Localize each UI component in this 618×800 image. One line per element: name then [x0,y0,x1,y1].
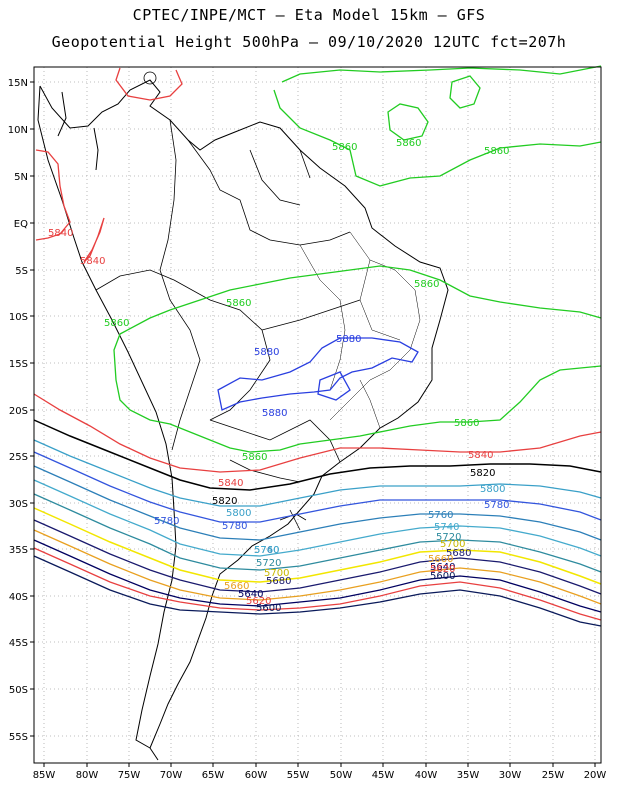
label-5860: 5860 [396,138,421,149]
graticule [34,67,601,763]
label-5660: 5660 [428,554,453,565]
contour-5860 [113,65,602,453]
label-5860: 5860 [242,452,267,463]
lon-tick: 40W [415,770,438,781]
label-5740: 5740 [434,522,459,533]
contour-5660 [33,529,602,605]
contour-5600 [33,555,602,627]
label-5800: 5800 [226,508,251,519]
label-5620: 5620 [430,564,455,575]
label-5660: 5660 [224,581,249,592]
lat-tick: 50S [9,685,28,696]
lon-tick: 65W [202,770,225,781]
contour-5740 [33,479,602,557]
contour-labels: 5880 5880 5880 5860 5860 5860 5860 5860 … [48,138,509,614]
label-5880: 5880 [254,347,279,358]
lon-tick: 70W [160,770,183,781]
map-title-line2: Geopotential Height 500hPa – 09/10/2020 … [51,33,567,51]
state-borders [299,231,421,429]
contour-5680 [33,519,602,595]
contour-5820 [33,419,602,491]
lon-tick: 45W [372,770,395,781]
label-5860: 5860 [414,279,439,290]
label-5680: 5680 [266,576,291,587]
label-5720: 5720 [256,558,281,569]
contour-5780 [33,451,602,523]
label-5640: 5640 [430,562,455,573]
lon-tick: 60W [245,770,268,781]
lat-tick: 40S [9,592,28,603]
lat-tick: 15S [9,359,28,370]
label-5860: 5860 [226,298,251,309]
lon-tick: 30W [499,770,522,781]
label-5880: 5880 [262,408,287,419]
map-frame [33,66,602,764]
lat-tick: 35S [9,545,28,556]
contour-5620 [33,547,602,621]
label-5840: 5840 [48,228,73,239]
lat-tick: 55S [9,732,28,743]
lon-tick: 25W [542,770,565,781]
label-5800: 5800 [480,484,505,495]
label-5820: 5820 [470,468,495,479]
islands [143,71,307,521]
label-5700: 5700 [440,539,465,550]
label-5860: 5860 [484,146,509,157]
label-5780: 5780 [222,521,247,532]
lat-tick: 10S [9,312,28,323]
label-5600: 5600 [256,603,281,614]
label-5760: 5760 [254,545,279,556]
lat-tick: 5N [14,172,28,183]
lat-tick: 15N [8,78,28,89]
contour-5800 [33,439,602,507]
map-title-line1: CPTEC/INPE/MCT – Eta Model 15km – GFS [132,6,486,24]
label-5840: 5840 [218,478,243,489]
lon-tick: 80W [76,770,99,781]
lon-tick: 75W [118,770,141,781]
label-5860: 5860 [454,418,479,429]
lon-tick: 20W [584,770,607,781]
contour-5840 [33,67,602,473]
label-5680: 5680 [446,548,471,559]
lon-axis: 85W 80W 75W 70W 65W 60W 55W 50W 45W 40W … [33,763,607,781]
label-5740: 5740 [254,545,279,556]
lon-tick: 35W [457,770,480,781]
label-5820: 5820 [212,496,237,507]
lon-tick: 55W [287,770,310,781]
label-5780: 5780 [154,516,179,527]
label-5860: 5860 [104,318,129,329]
lat-tick: 30S [9,499,28,510]
coastlines [37,79,449,761]
contour-5880 [217,337,419,411]
label-5880: 5880 [336,334,361,345]
label-5640: 5640 [238,589,263,600]
label-5600: 5600 [430,571,455,582]
label-5700: 5700 [264,568,289,579]
contour-5760 [33,465,602,541]
label-5840: 5840 [80,256,105,267]
lat-tick: 20S [9,406,28,417]
contour-5720 [33,493,602,573]
contour-5700 [33,507,602,585]
label-5720: 5720 [436,532,461,543]
label-5860: 5860 [332,142,357,153]
lat-axis: 15N 10N 5N EQ 5S 10S 15S 20S 25S 30S 35S… [8,78,34,743]
lat-tick: EQ [14,219,28,230]
lon-tick: 85W [33,770,56,781]
lat-tick: 45S [9,638,28,649]
contour-5640 [33,539,602,613]
label-5840: 5840 [468,450,493,461]
label-5760: 5760 [428,510,453,521]
label-5780: 5780 [484,500,509,511]
lon-tick: 50W [330,770,353,781]
lat-tick: 10N [8,125,28,136]
label-5620: 5620 [246,596,271,607]
lat-tick: 25S [9,452,28,463]
lat-tick: 5S [15,266,28,277]
